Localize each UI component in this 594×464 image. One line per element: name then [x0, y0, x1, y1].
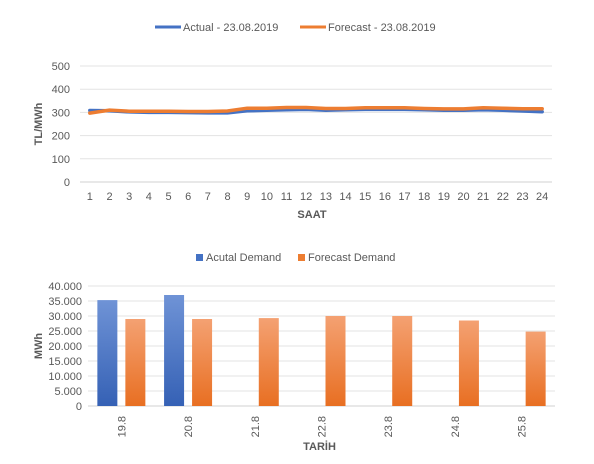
x-tick-label: 8: [224, 191, 230, 203]
x-tick-label: 24.8: [450, 416, 462, 437]
x-axis-title: TARİH: [303, 440, 336, 453]
x-tick-label: 3: [126, 191, 132, 203]
y-tick-label: 10.000: [48, 371, 82, 383]
legend-label: Forecast - 23.08.2019: [328, 22, 436, 34]
x-tick-label: 17: [398, 191, 410, 203]
series-line: [88, 105, 544, 115]
legend-swatch: [298, 254, 305, 261]
x-tick-label: 7: [205, 191, 211, 203]
price-line-chart: Actual - 23.08.2019 Forecast - 23.08.2019…: [33, 22, 552, 221]
x-tick-label: 21: [477, 191, 489, 203]
x-tick-label: 2: [106, 191, 112, 203]
legend-swatch: [196, 254, 203, 261]
bar: [125, 319, 146, 406]
y-tick-label: 30.000: [48, 311, 82, 323]
x-tick-label: 14: [339, 191, 351, 203]
x-tick-label: 23: [516, 191, 528, 203]
y-tick-label: 35.000: [48, 296, 82, 308]
x-tick-label: 18: [418, 191, 430, 203]
bar: [97, 300, 118, 406]
x-tick-label: 12: [300, 191, 312, 203]
y-axis-title: TL/MWh: [33, 102, 45, 145]
bar: [325, 316, 346, 406]
bar: [392, 316, 413, 406]
y-tick-label: 100: [52, 154, 70, 166]
y-tick-label: 40.000: [48, 281, 82, 293]
legend-label: Acutal Demand: [206, 252, 281, 264]
x-tick-label: 13: [320, 191, 332, 203]
x-tick-label: 11: [281, 191, 292, 203]
x-tick-label: 9: [244, 191, 250, 203]
bar: [525, 331, 546, 406]
x-tick-label: 15: [359, 191, 371, 203]
x-tick-label: 19.8: [116, 416, 128, 437]
x-tick-label: 21.8: [250, 416, 262, 437]
x-tick-label: 22.8: [317, 416, 329, 437]
x-tick-label: 22: [497, 191, 509, 203]
y-tick-label: 0: [76, 401, 82, 413]
y-tick-label: 20.000: [48, 341, 82, 353]
bar: [164, 295, 185, 406]
bar: [258, 318, 279, 406]
y-tick-label: 300: [52, 107, 70, 119]
x-tick-label: 24: [536, 191, 548, 203]
demand-bar-chart: Acutal Demand Forecast Demand 0 5.000 10.000…: [33, 252, 555, 453]
y-tick-label: 200: [52, 131, 70, 143]
x-tick-label: 19: [438, 191, 450, 203]
x-tick-label: 1: [87, 191, 93, 203]
y-axis-title: MWh: [33, 333, 45, 360]
bar: [458, 320, 479, 406]
x-tick-label: 20: [457, 191, 469, 203]
x-tick-label: 10: [261, 191, 273, 203]
bar: [192, 319, 213, 406]
x-tick-label: 25.8: [517, 416, 529, 437]
x-tick-label: 16: [379, 191, 391, 203]
x-tick-label: 4: [146, 191, 152, 203]
y-tick-label: 0: [64, 177, 70, 189]
x-tick-label: 23.8: [383, 416, 395, 437]
legend-label: Actual - 23.08.2019: [183, 22, 278, 34]
y-tick-label: 5.000: [54, 386, 82, 398]
legend-label: Forecast Demand: [308, 252, 395, 264]
y-tick-label: 25.000: [48, 326, 82, 338]
x-tick-label: 6: [185, 191, 191, 203]
y-tick-label: 15.000: [48, 356, 82, 368]
x-axis-title: SAAT: [297, 209, 326, 221]
x-tick-label: 20.8: [183, 416, 195, 437]
y-tick-label: 500: [52, 61, 70, 73]
y-tick-label: 400: [52, 84, 70, 96]
x-tick-label: 5: [165, 191, 171, 203]
